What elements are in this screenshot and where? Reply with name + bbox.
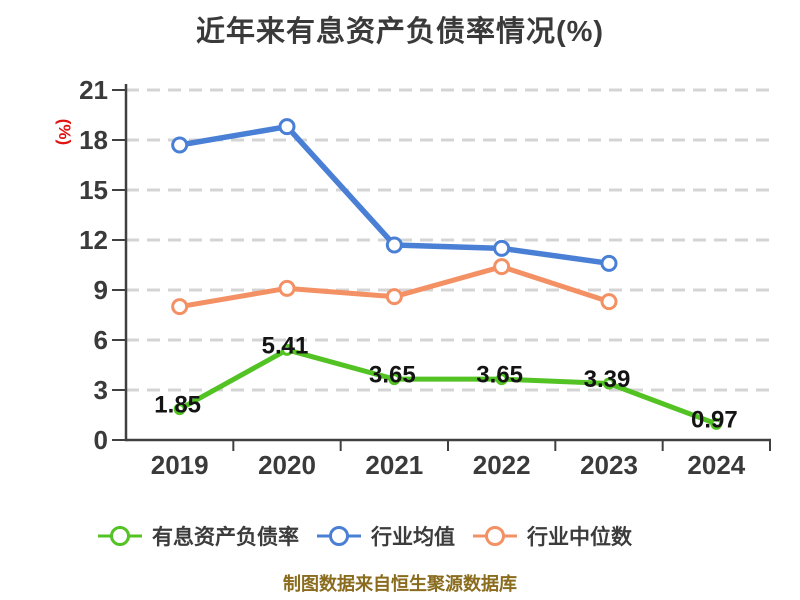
data-source-note: 制图数据来自恒生聚源数据库	[283, 574, 517, 594]
series-marker-1	[385, 236, 403, 254]
x-tick-label: 2022	[473, 450, 531, 480]
y-tick-label: 21	[79, 75, 108, 105]
legend-marker-icon	[317, 526, 361, 546]
x-tick-label: 2023	[580, 450, 638, 480]
legend-marker-icon	[473, 526, 517, 546]
data-label: 0.97	[691, 406, 738, 433]
series-marker-2	[171, 298, 189, 316]
y-tick-label: 15	[79, 175, 108, 205]
legend: 有息资产负债率 行业均值 行业中位数	[97, 521, 632, 551]
legend-label: 行业均值	[371, 526, 455, 549]
legend-item-0: 有息资产负债率	[97, 521, 299, 551]
data-label: 1.85	[154, 392, 201, 419]
y-tick-label: 18	[79, 125, 108, 155]
y-tick-label: 12	[79, 225, 108, 255]
y-tick-label: 3	[94, 375, 108, 405]
data-label: 3.65	[476, 362, 523, 389]
legend-label: 有息资产负债率	[152, 526, 299, 549]
series-marker-2	[600, 293, 618, 311]
y-tick-label: 0	[94, 425, 108, 455]
x-tick-label: 2020	[258, 450, 316, 480]
data-label: 3.39	[584, 366, 631, 393]
data-label: 5.41	[262, 332, 309, 359]
series-marker-0	[388, 373, 401, 386]
y-tick-label: 6	[94, 325, 108, 355]
legend-marker-icon	[98, 526, 142, 546]
series-marker-0	[173, 403, 186, 416]
x-tick-label: 2021	[365, 450, 423, 480]
series-marker-2	[278, 279, 296, 297]
chart-title: 近年来有息资产负债率情况(%)	[195, 16, 605, 48]
legend-label: 行业中位数	[527, 526, 632, 549]
series-marker-2	[493, 258, 511, 276]
series-marker-0	[281, 343, 293, 356]
series-line-0	[177, 347, 719, 427]
series-marker-1	[278, 118, 296, 136]
series-marker-1	[171, 136, 189, 154]
series-marker-0	[710, 417, 723, 430]
legend-item-1: 行业均值	[316, 521, 455, 551]
series-marker-0	[603, 377, 615, 390]
y-tick-label: 9	[94, 275, 108, 305]
series-marker-2	[385, 288, 403, 306]
legend-item-2: 行业中位数	[472, 521, 632, 551]
x-tick-label: 2024	[687, 450, 745, 480]
data-label: 3.65	[369, 362, 416, 389]
series-marker-0	[495, 373, 508, 386]
series-marker-1	[600, 254, 618, 272]
line-chart: 0 3 6 9 12 15 18 21 2019 2020 2021 2022 2023 2024 1.85…	[79, 75, 771, 480]
series-marker-1	[493, 239, 511, 257]
x-tick-label: 2019	[151, 450, 209, 480]
